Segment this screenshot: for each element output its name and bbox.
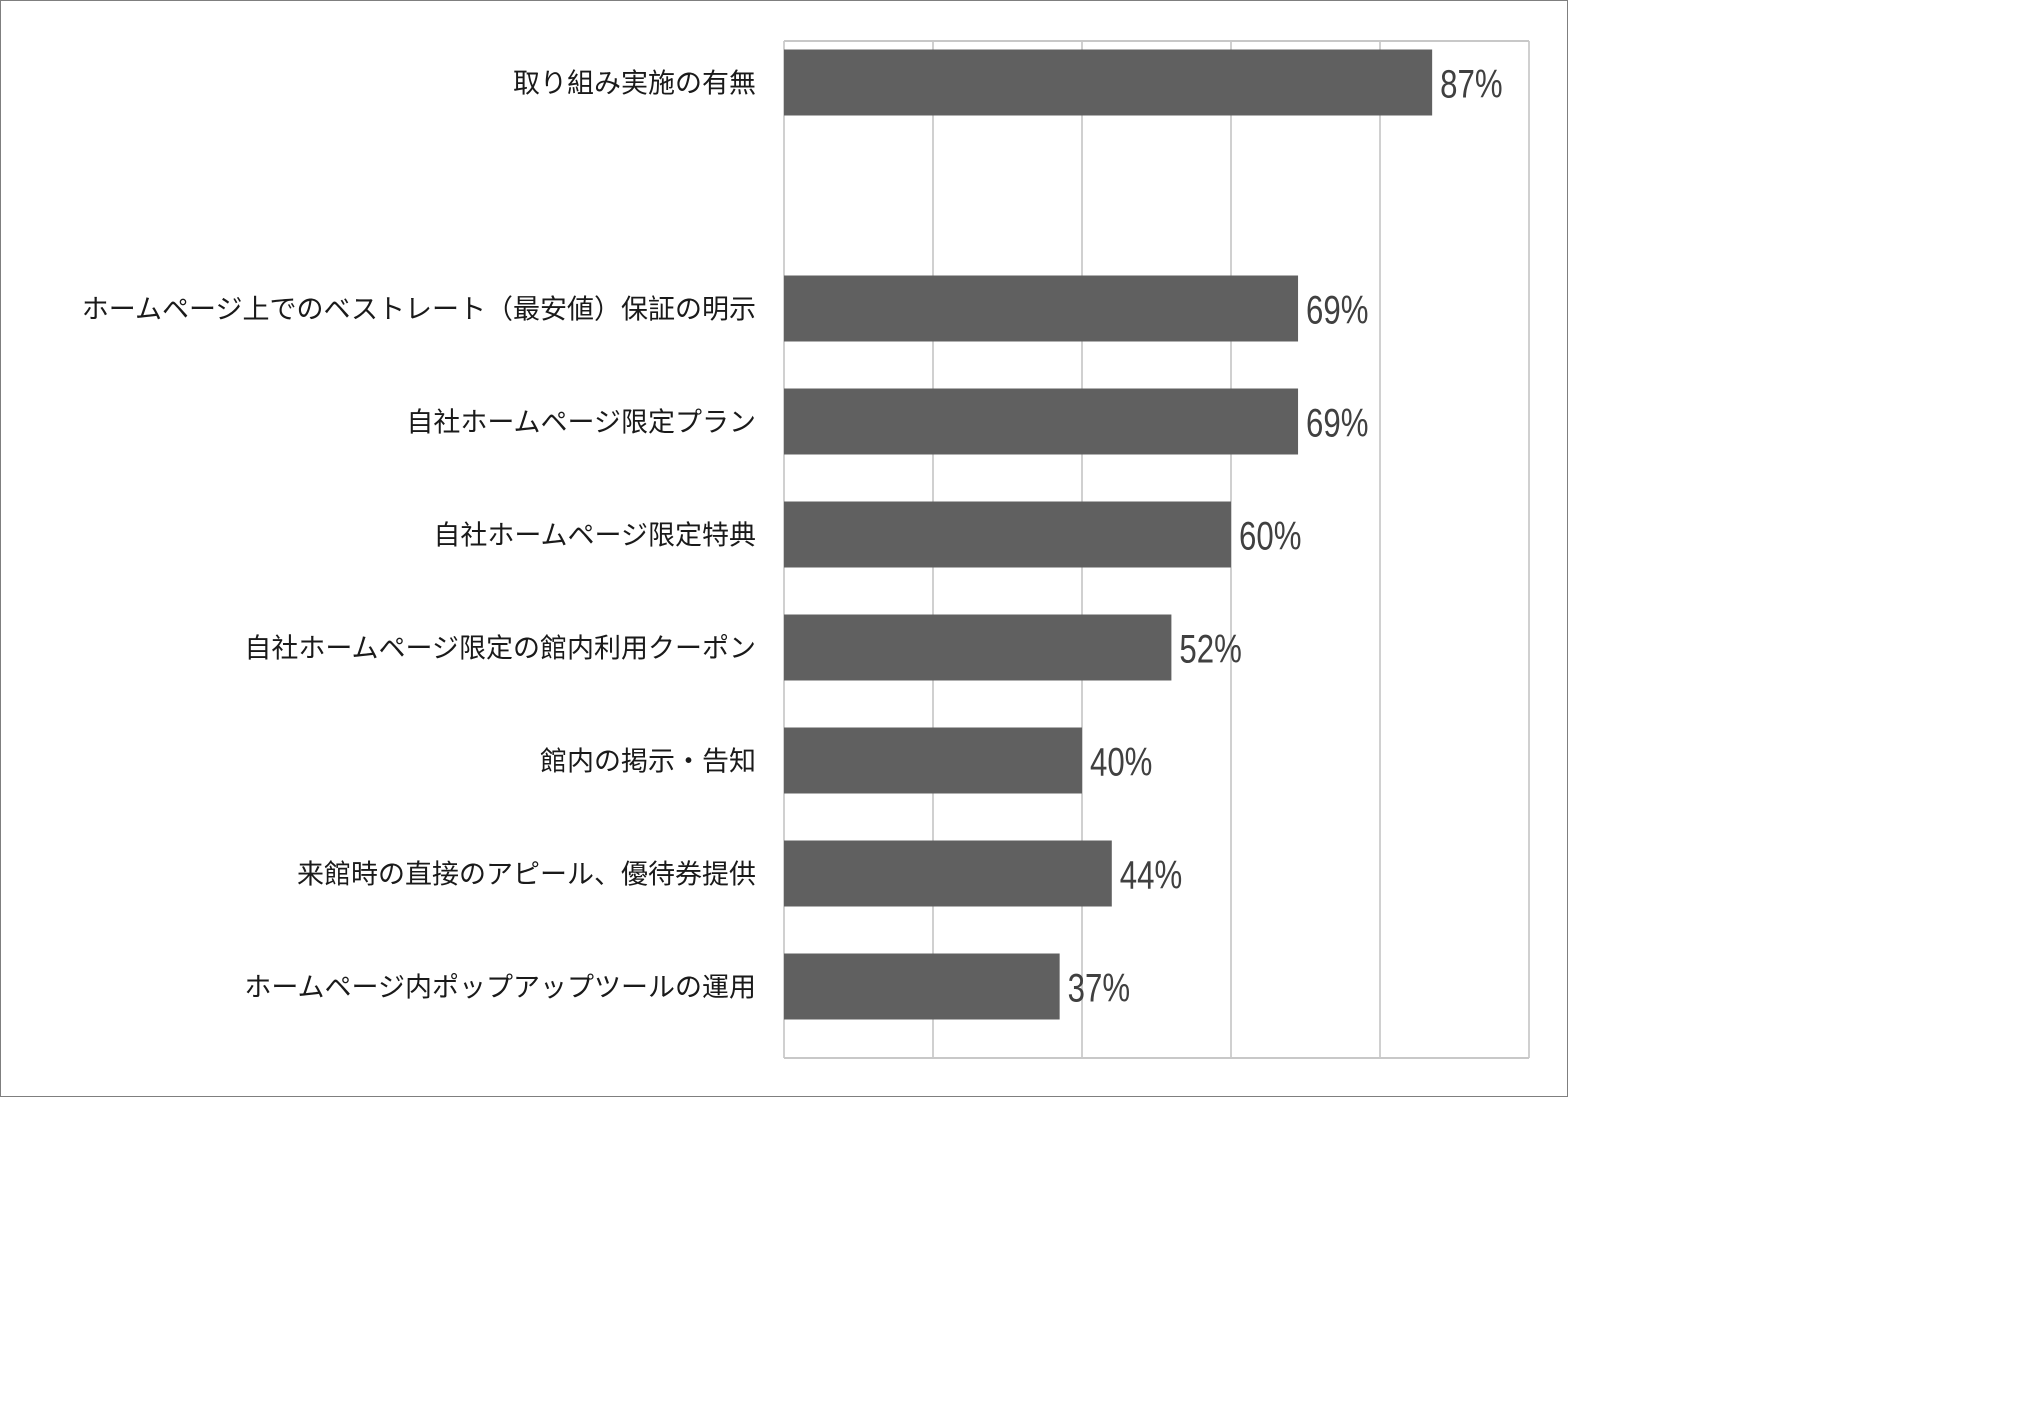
value-label: 69% bbox=[1306, 401, 1368, 446]
value-label: 44% bbox=[1120, 853, 1182, 898]
category-label: 来館時の直接のアピール、優待券提供 bbox=[297, 860, 756, 891]
bar bbox=[784, 501, 1231, 568]
value-labels: 87% 69% 69% 60% 52% 40% 44% 37% bbox=[1068, 62, 1503, 1011]
bar bbox=[784, 953, 1060, 1020]
category-label: 自社ホームページ限定プラン bbox=[406, 408, 756, 439]
value-label: 40% bbox=[1090, 740, 1152, 785]
bar bbox=[784, 614, 1172, 681]
category-label: 自社ホームページ限定特典 bbox=[433, 521, 756, 552]
bar bbox=[784, 275, 1299, 342]
category-label: ホームページ上でのベストレート（最安値）保証の明示 bbox=[82, 295, 756, 326]
value-label: 60% bbox=[1239, 514, 1301, 559]
bar bbox=[784, 727, 1082, 794]
category-labels: 取り組み実施の有無ホームページ上でのベストレート（最安値）保証の明示自社ホームペ… bbox=[82, 69, 756, 1004]
category-label: ホームページ内ポップアップツールの運用 bbox=[244, 973, 756, 1004]
bar bbox=[784, 388, 1299, 455]
value-label: 52% bbox=[1179, 627, 1241, 672]
value-label: 87% bbox=[1440, 62, 1502, 107]
chart-frame: 取り組み実施の有無ホームページ上でのベストレート（最安値）保証の明示自社ホームペ… bbox=[0, 0, 1568, 1097]
value-label: 37% bbox=[1068, 966, 1130, 1011]
bar bbox=[784, 840, 1112, 907]
bar bbox=[784, 49, 1433, 116]
bars bbox=[784, 49, 1433, 1020]
bar-chart: 取り組み実施の有無ホームページ上でのベストレート（最安値）保証の明示自社ホームペ… bbox=[82, 40, 1530, 1059]
category-label: 自社ホームページ限定の館内利用クーポン bbox=[244, 634, 756, 665]
category-label: 取り組み実施の有無 bbox=[513, 69, 756, 100]
category-label: 館内の掲示・告知 bbox=[540, 747, 756, 778]
value-label: 69% bbox=[1306, 288, 1368, 333]
